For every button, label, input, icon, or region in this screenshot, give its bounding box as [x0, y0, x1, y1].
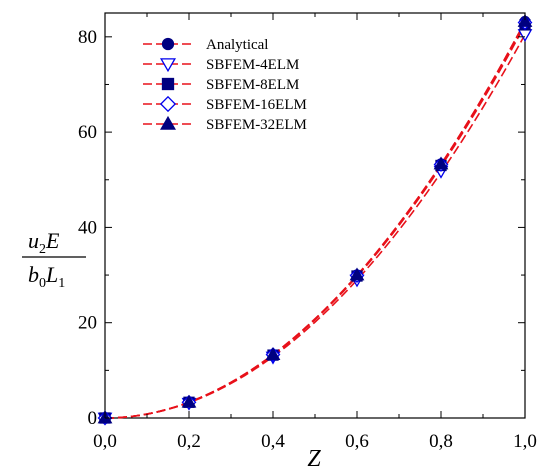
y-tick-label: 20	[78, 313, 97, 334]
plot-frame	[104, 12, 526, 419]
y-axis-title-denominator: b0L1	[28, 262, 65, 291]
legend-item: SBFEM-32ELM	[143, 115, 307, 133]
marker-triangle-up	[160, 115, 176, 130]
y-tick-label: 60	[78, 122, 97, 143]
legend-item: SBFEM-8ELM	[143, 77, 299, 93]
legend-label: SBFEM-8ELM	[206, 77, 299, 93]
y-axis-title: u2E b0L1	[22, 228, 86, 291]
x-axis-title: Z	[307, 446, 321, 466]
series-curves	[104, 21, 526, 419]
y-tick-label: 80	[78, 27, 97, 48]
marker-circle	[161, 37, 175, 51]
x-tick-label: 0,0	[93, 431, 117, 452]
y-axis-title-numerator: u2E	[28, 228, 60, 257]
series-line	[104, 34, 526, 419]
legend-label: Analytical	[206, 37, 268, 53]
x-tick-label: 0,6	[345, 431, 369, 452]
marker-triangle-down	[160, 58, 176, 73]
marker-triangle-up	[517, 14, 533, 27]
legend-item: SBFEM-4ELM	[143, 57, 299, 73]
marker-triangle-up	[433, 156, 449, 170]
legend-label: SBFEM-16ELM	[206, 97, 307, 113]
legend-item: SBFEM-16ELM	[143, 95, 307, 113]
x-tick-label: 0,4	[261, 431, 285, 452]
legend: Analytical SBFEM-4ELM SBFEM-8ELM SBFEM-16EL…	[143, 37, 307, 133]
marker-square	[161, 77, 175, 91]
marker-triangle-up	[349, 267, 365, 281]
x-tick-label: 0,8	[429, 431, 453, 452]
x-tick-label: 0,2	[177, 431, 201, 452]
x-axis: 0,0 0,2 0,4 0,6 0,8 1,0	[93, 13, 537, 452]
plot-area	[97, 12, 533, 426]
y-tick-label: 40	[78, 217, 97, 238]
marker-triangle-down	[517, 29, 533, 43]
marker-triangle-up	[265, 347, 281, 360]
x-tick-label: 1,0	[513, 431, 537, 452]
marker-diamond	[159, 95, 177, 113]
legend-label: SBFEM-4ELM	[206, 57, 299, 73]
legend-label: SBFEM-32ELM	[206, 117, 307, 133]
marker-triangle-up	[181, 394, 197, 408]
legend-item: Analytical	[143, 37, 268, 53]
series-line	[104, 21, 526, 419]
y-tick-label: 0	[88, 408, 98, 429]
series-markers	[97, 14, 533, 426]
y-axis: 0 20 40 60 80	[78, 27, 525, 429]
